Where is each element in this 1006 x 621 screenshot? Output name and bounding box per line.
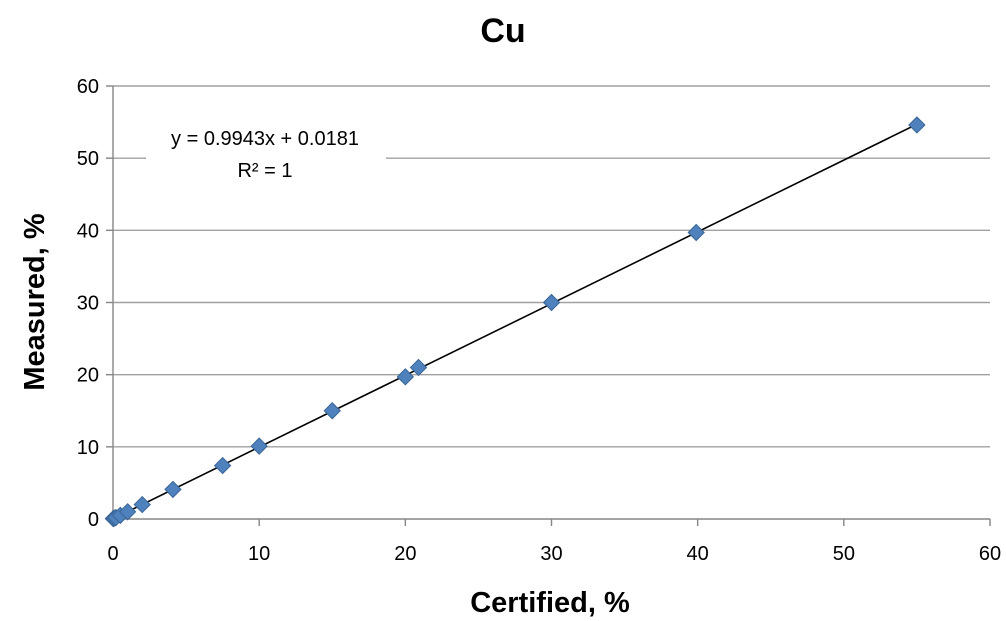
trendline-group: [112, 123, 918, 520]
y-tick-label-50: 50: [77, 148, 99, 170]
y-tick-label-10: 10: [77, 437, 99, 459]
data-point-12: [542, 293, 561, 312]
y-tick-label-30: 30: [77, 293, 99, 315]
data-point-9: [323, 402, 341, 420]
data-point-6: [164, 480, 182, 499]
data-point-4: [118, 503, 137, 521]
data-point-14: [908, 116, 926, 134]
y-axis-title: Measured, %: [19, 213, 51, 390]
x-tick-label-50: 50: [833, 543, 855, 565]
chart-title: Cu: [480, 12, 525, 50]
data-point-7: [213, 456, 232, 475]
y-tick-label-60: 60: [77, 76, 99, 98]
x-tick-label-30: 30: [540, 543, 562, 565]
trendline-equation: y = 0.9943x + 0.0181: [171, 128, 359, 150]
data-point-11: [409, 358, 428, 377]
y-tick-labels: 0 10 20 30 40 50 60: [77, 76, 99, 531]
x-axis-title: Certified, %: [470, 587, 630, 619]
x-tick-label-0: 0: [107, 543, 118, 565]
y-tick-label-0: 0: [88, 509, 99, 531]
r-squared-label: R² = 1: [237, 160, 292, 182]
data-points: [104, 116, 926, 528]
x-tick-label-60: 60: [979, 543, 1001, 565]
data-point-10: [396, 368, 415, 386]
x-tick-label-40: 40: [687, 543, 709, 565]
x-tick-label-10: 10: [248, 543, 270, 565]
data-point-8: [250, 437, 268, 455]
equation-label-background: [146, 124, 386, 184]
y-tick-label-40: 40: [77, 220, 99, 242]
data-point-13: [687, 223, 705, 242]
data-point-5: [133, 495, 151, 514]
x-tick-label-20: 20: [394, 543, 416, 565]
trendline: [112, 123, 918, 520]
x-tick-labels: 0 10 20 30 40 50 60: [107, 543, 1001, 565]
y-tick-label-20: 20: [77, 365, 99, 387]
